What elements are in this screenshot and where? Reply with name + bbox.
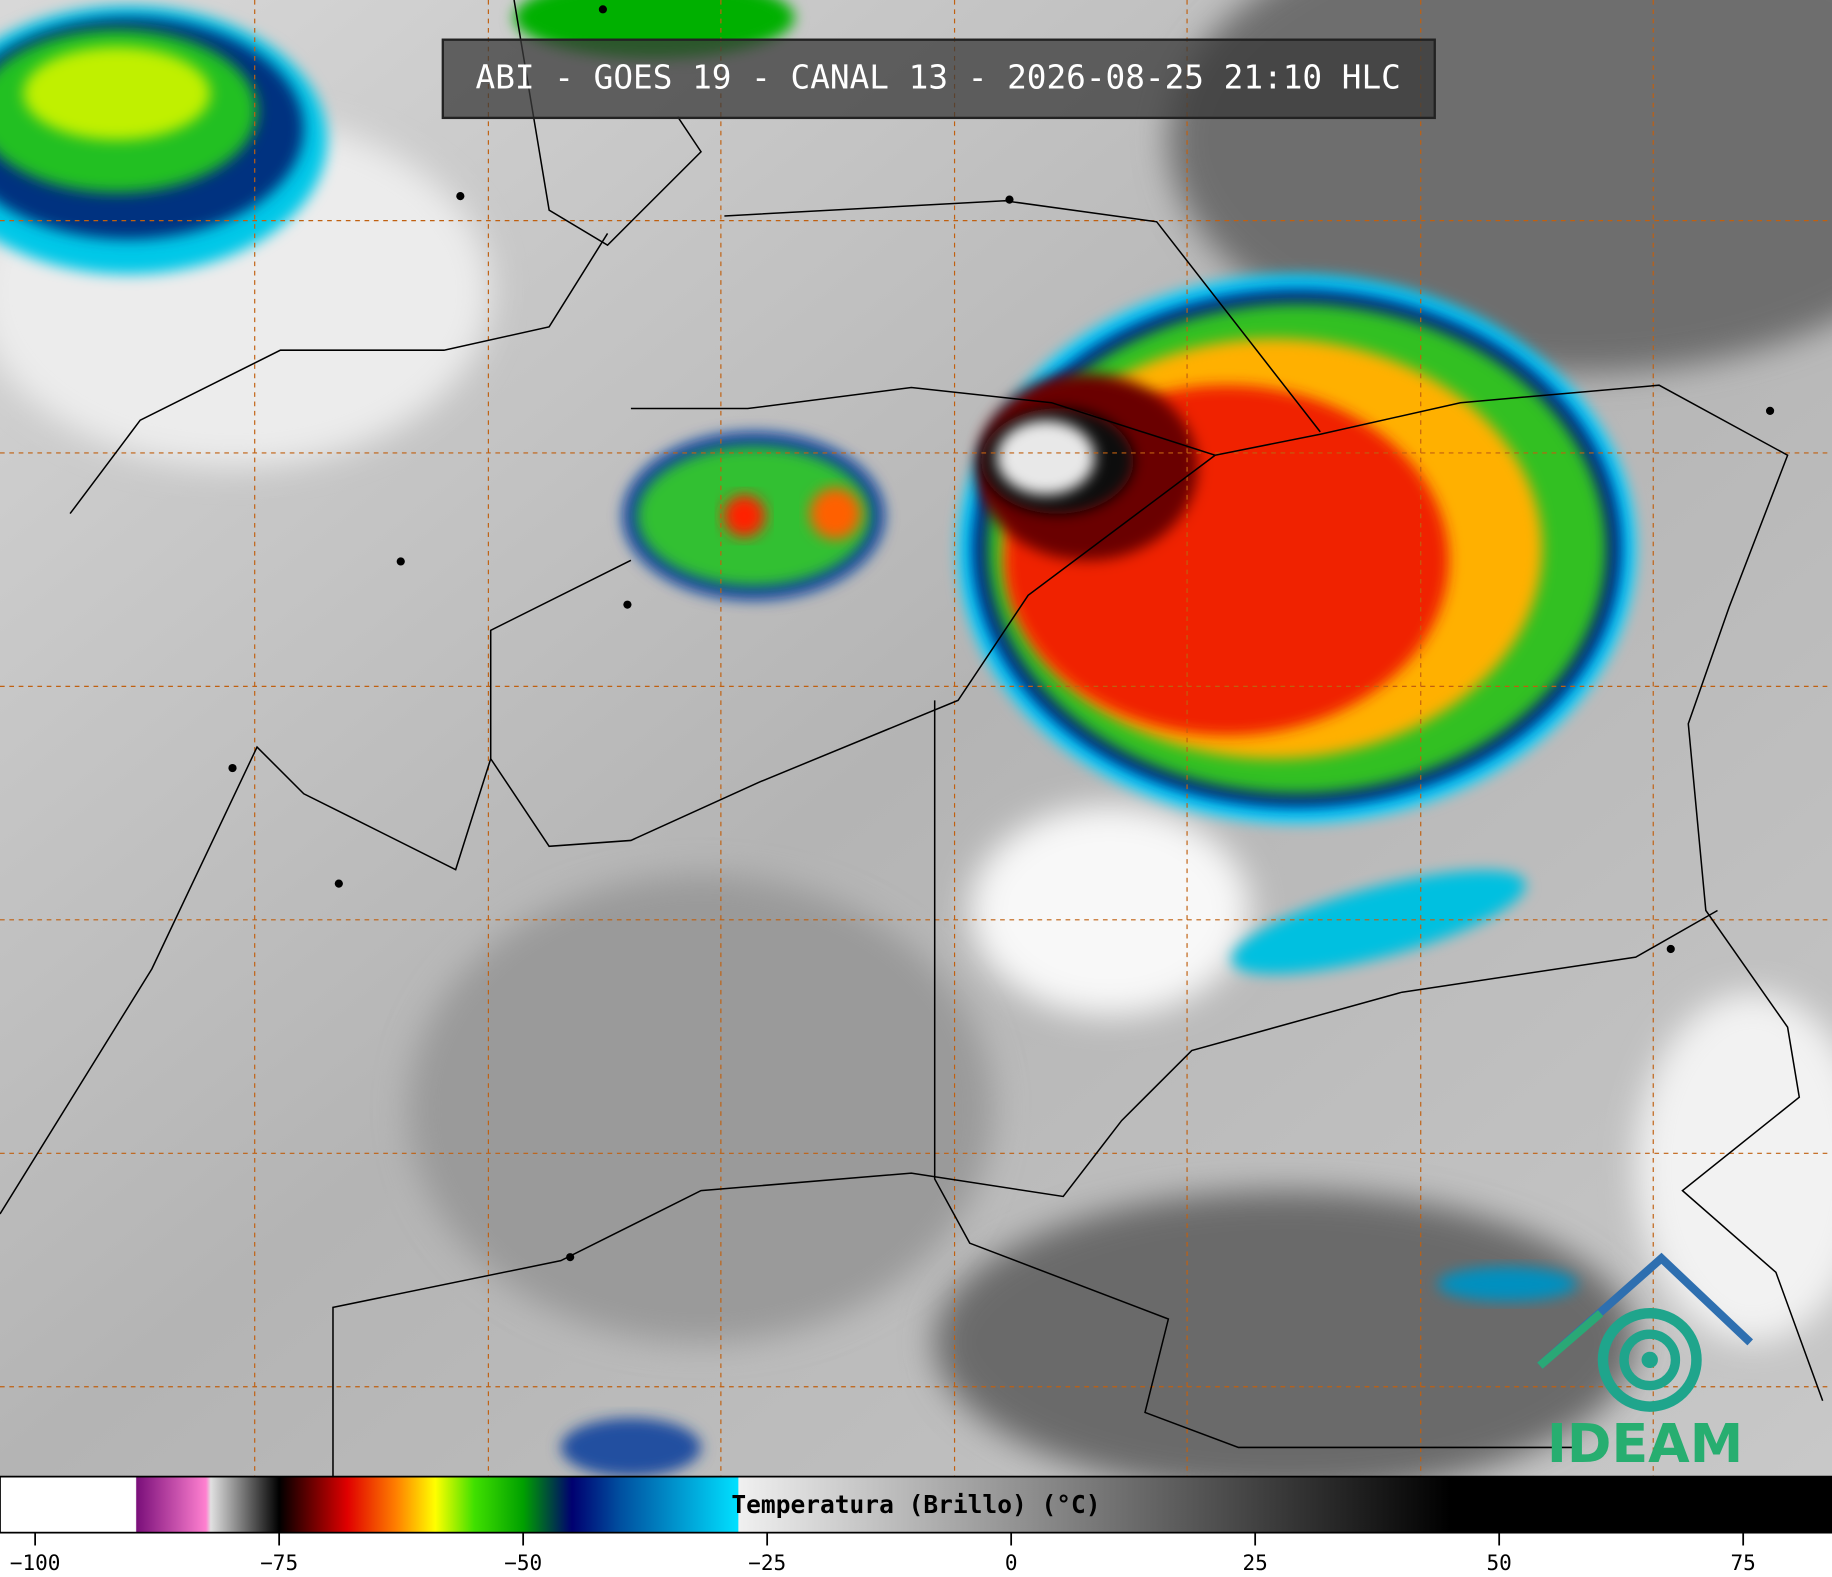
title: ABI - GOES 19 - CANAL 13 - 2026-08-25 21… — [476, 58, 1401, 96]
tick-label: −75 — [260, 1550, 298, 1575]
tick-label: 25 — [1243, 1550, 1268, 1575]
logo: IDEAM — [1537, 1252, 1754, 1475]
tick-label: 75 — [1731, 1550, 1756, 1575]
tick-label: −25 — [748, 1550, 786, 1575]
colorbar: Temperatura (Brillo) (°C) −100 −75 −50 −25 0… — [0, 1475, 1832, 1577]
tick-label: 0 — [1005, 1550, 1018, 1575]
tick-label: −100 — [10, 1550, 61, 1575]
map-layer — [0, 0, 1832, 1495]
tick-label: 50 — [1487, 1550, 1512, 1575]
tick-label: −50 — [504, 1550, 542, 1575]
colorbar-label: Temperatura (Brillo) (°C) — [731, 1490, 1100, 1519]
logo-text: IDEAM — [1547, 1412, 1743, 1475]
title-box: ABI - GOES 19 - CANAL 13 - 2026-08-25 21… — [441, 38, 1436, 120]
